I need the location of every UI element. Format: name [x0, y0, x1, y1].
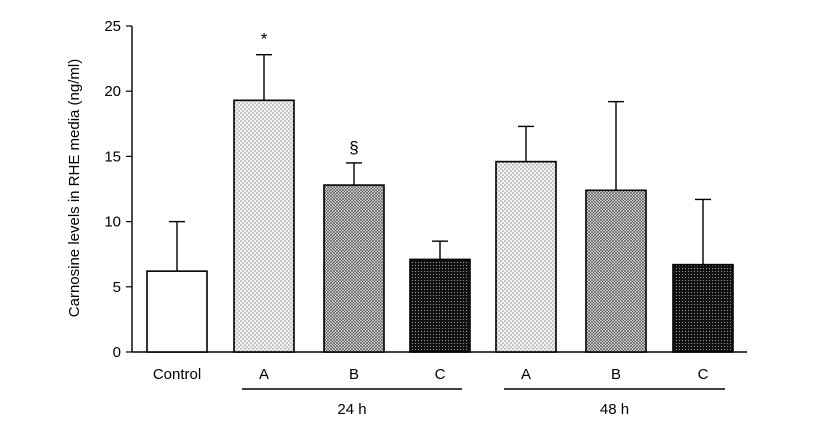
bar-group-6 [672, 198, 734, 353]
bar-annotation-2: § [349, 138, 358, 157]
group-labels: 24 h 48 h [242, 388, 725, 418]
y-axis-label: Carnosine levels in RHE media (ng/ml) [66, 59, 83, 317]
y-tick-label-20: 20 [104, 83, 121, 100]
y-tick-label-15: 15 [104, 148, 121, 165]
y-tick-label-5: 5 [113, 279, 121, 296]
x-category-label-6: C [698, 366, 709, 383]
x-category-label-3: C [435, 366, 446, 383]
bars: *§ [146, 30, 734, 353]
y-tick-label-10: 10 [104, 214, 121, 231]
bar-group-2: § [323, 138, 385, 353]
bar-group-3 [409, 240, 471, 353]
y-ticks: 0 5 10 15 20 25 [104, 18, 132, 361]
group-label-1: 48 h [600, 401, 629, 418]
bar-4 [495, 160, 557, 353]
bar-annotation-1: * [261, 30, 268, 49]
bar-6 [672, 263, 734, 353]
y-tick-label-25: 25 [104, 18, 121, 35]
bar-group-4 [495, 125, 557, 353]
bar-group-0 [146, 220, 208, 353]
bar-3 [409, 258, 471, 353]
bar-0 [146, 270, 208, 353]
bar-2 [323, 184, 385, 353]
bar-1 [233, 99, 295, 353]
bar-group-5 [585, 100, 647, 353]
x-category-label-1: A [259, 366, 269, 383]
x-category-label-4: A [521, 366, 531, 383]
x-category-label-2: B [349, 366, 359, 383]
bar-5 [585, 189, 647, 353]
x-category-label-0: Control [153, 366, 201, 383]
group-label-0: 24 h [337, 401, 366, 418]
x-category-label-5: B [611, 366, 621, 383]
bar-group-1: * [233, 30, 295, 353]
y-tick-label-0: 0 [113, 344, 121, 361]
x-category-labels: Control A B C A B C [153, 366, 709, 383]
